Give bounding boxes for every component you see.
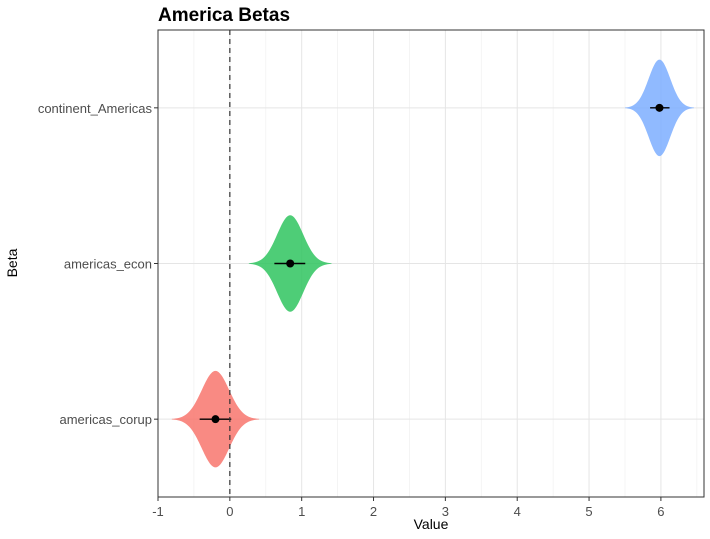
x-axis-label: Value bbox=[414, 516, 449, 532]
violins bbox=[171, 59, 694, 468]
y-axis-label: Beta bbox=[4, 248, 20, 277]
x-tick-label: 3 bbox=[442, 504, 449, 519]
chart-title: America Betas bbox=[158, 5, 290, 26]
y-tick-label: americas_corup bbox=[60, 412, 153, 427]
violin-continent_Americas bbox=[624, 59, 694, 157]
y-tick-label: americas_econ bbox=[64, 257, 152, 272]
violin-americas_econ bbox=[248, 215, 332, 312]
x-tick-label: -1 bbox=[152, 504, 164, 519]
point-estimate bbox=[655, 103, 664, 112]
y-tick-label: continent_Americas bbox=[38, 101, 153, 116]
y-axis: continent_Americas americas_econ americas_… bbox=[38, 101, 158, 427]
x-tick-label: 1 bbox=[298, 504, 305, 519]
point-estimate bbox=[286, 259, 295, 268]
x-tick-label: 4 bbox=[514, 504, 521, 519]
x-axis: -1 0 1 2 3 4 5 6 bbox=[152, 497, 665, 519]
x-tick-label: 0 bbox=[226, 504, 233, 519]
violin-americas_corup bbox=[171, 370, 260, 468]
x-tick-label: 5 bbox=[585, 504, 592, 519]
point-estimate bbox=[211, 415, 220, 424]
x-tick-label: 6 bbox=[657, 504, 664, 519]
grid bbox=[157, 30, 704, 497]
x-tick-label: 2 bbox=[370, 504, 377, 519]
